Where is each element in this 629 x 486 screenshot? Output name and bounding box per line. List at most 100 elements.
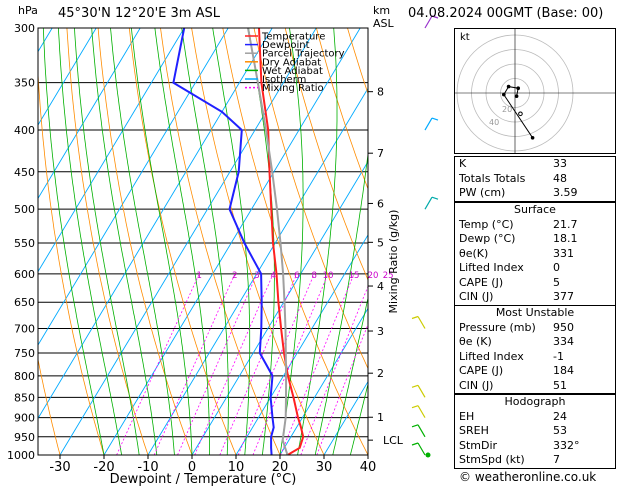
wind-barb	[411, 405, 419, 409]
isotherm-line	[323, 380, 368, 455]
wind-barb	[431, 196, 439, 200]
surface-value: 18.1	[553, 232, 578, 245]
wet-adiabat-line	[58, 28, 122, 455]
surface-row: θe(K) 331	[455, 247, 615, 262]
surface-row: Dewp (°C) 18.1	[455, 232, 615, 247]
hodograph-label: EH	[459, 409, 475, 423]
wet-adiabat-line	[131, 28, 193, 455]
location-label: 45°30'N 12°20'E 3m ASL	[58, 6, 220, 21]
surface-value: 0	[553, 261, 560, 274]
dry-adiabat-line	[222, 28, 368, 455]
pressure-tick-label: 800	[14, 370, 35, 383]
wet-adiabat-line	[42, 28, 105, 455]
datetime-label: 04.08.2024 00GMT (Base: 00)	[408, 6, 604, 21]
surface-wind-dot	[425, 452, 431, 458]
surface-row: Temp (°C) 21.7	[455, 218, 615, 233]
dry-adiabat-line	[38, 67, 105, 455]
lcl-label: LCL	[383, 434, 404, 447]
mixing-ratio-line	[177, 273, 258, 455]
index-label: Totals Totals	[459, 171, 526, 185]
pressure-tick-label: 650	[14, 296, 35, 309]
isotherm-line	[147, 87, 368, 455]
wind-barb	[417, 385, 426, 398]
surface-row: CAPE (J) 5	[455, 276, 615, 291]
index-row: Totals Totals 48	[455, 172, 615, 187]
wet-adiabat-line	[212, 28, 251, 455]
mixing-ratio-label: 1	[197, 271, 202, 281]
x-axis-label: Dewpoint / Temperature (°C)	[110, 472, 297, 486]
hodograph-value: 332°	[553, 438, 580, 452]
isotherm-line	[235, 234, 368, 455]
mixing-ratio-label: 6	[294, 271, 299, 281]
pressure-tick-label: 1000	[7, 449, 35, 462]
mixing-ratio-line	[194, 273, 274, 455]
hodograph-point	[516, 86, 520, 90]
mixing-ratio-label: 4	[270, 271, 275, 281]
plot-frame	[37, 27, 369, 456]
dry-adiabat-line	[316, 28, 368, 190]
surface-title: Surface	[514, 203, 556, 216]
km-tick-label: 4	[377, 280, 384, 293]
isotherm-line	[38, 28, 141, 200]
mixing-ratio-line	[280, 273, 355, 455]
hodograph-label: StmSpd (kt)	[459, 453, 525, 466]
index-label: K	[459, 157, 467, 170]
most-unstable-label: Lifted Index	[459, 349, 524, 363]
km-tick-label: 1	[377, 411, 384, 424]
mixing-ratio-line	[153, 273, 236, 455]
wet-adiabat-line	[181, 28, 229, 455]
dry-adiabat-line	[160, 28, 281, 455]
legend-label: Dewpoint	[262, 40, 310, 51]
x-tick-label: 10	[228, 460, 245, 475]
most-unstable-title: Most Unstable	[495, 306, 575, 319]
hodograph-value: 7	[553, 453, 560, 466]
hodograph-title: Hodograph	[504, 395, 566, 408]
hodograph-label: SREH	[459, 424, 489, 437]
most-unstable-row: CAPE (J) 184	[455, 364, 615, 379]
dry-adiabat-line	[253, 28, 368, 370]
km-tick-label: 5	[377, 236, 384, 249]
x-tick-label: 30	[316, 460, 333, 475]
hodograph-ring-label: 40	[489, 118, 499, 127]
mixing-ratio-line	[219, 273, 298, 455]
pressure-tick-label: 500	[14, 203, 35, 216]
mixing-ratio-line	[300, 285, 368, 455]
index-row: K 33	[455, 157, 615, 172]
isotherm-line	[279, 307, 368, 455]
wet-adiabat-line	[74, 28, 140, 455]
mixing-ratio-label: 25	[383, 271, 394, 281]
mixing-ratio-label: 15	[349, 271, 360, 281]
index-value: 3.59	[553, 186, 578, 199]
index-row: PW (cm) 3.59	[455, 186, 615, 201]
indices-table: K 33 Totals Totals 48 PW (cm) 3.59	[454, 156, 616, 202]
most-unstable-value: 950	[553, 320, 574, 334]
x-tick-label: -20	[93, 460, 114, 475]
pressure-tick-label: 750	[14, 347, 35, 360]
x-tick-label: 0	[188, 460, 196, 475]
hodograph-row: SREH 53	[455, 424, 615, 439]
mixing-ratio-label: 20	[368, 271, 379, 281]
surface-value: 331	[553, 246, 574, 260]
most-unstable-value: 334	[553, 335, 574, 348]
hodograph-point	[506, 84, 511, 89]
wind-barb	[411, 424, 419, 428]
hodograph-ring-label: 20	[502, 105, 512, 114]
legend-label: Wet Adiabat	[262, 66, 323, 77]
km-unit-label: km	[373, 4, 391, 17]
surface-label: θe(K)	[459, 246, 489, 260]
km-tick-label: 8	[377, 86, 384, 99]
pressure-tick-label: 600	[14, 268, 35, 281]
wind-barb	[411, 315, 419, 320]
dry-adiabat-line	[284, 28, 368, 281]
wet-adiabat-line	[350, 382, 368, 455]
most-unstable-label: Pressure (mb)	[459, 320, 536, 334]
most-unstable-row: Pressure (mb) 950	[455, 321, 615, 336]
surface-label: Dewp (°C)	[459, 232, 516, 245]
dry-adiabat-line	[66, 28, 149, 455]
pressure-tick-label: 350	[14, 77, 35, 90]
wind-barb	[417, 316, 426, 329]
legend-label: Temperature	[261, 32, 325, 43]
surface-label: CAPE (J)	[459, 275, 504, 289]
wet-adiabat-line	[110, 28, 175, 455]
